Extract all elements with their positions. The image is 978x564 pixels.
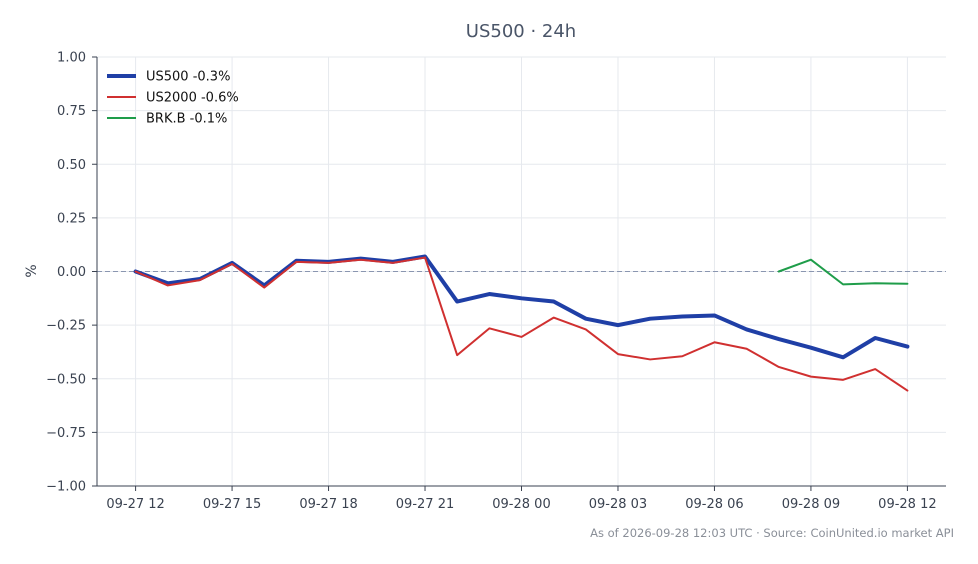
series-line-1 bbox=[134, 256, 909, 392]
legend-label-2: BRK.B -0.1% bbox=[146, 112, 227, 127]
legend-label-1: US2000 -0.6% bbox=[146, 91, 239, 106]
y-tick-label-2: 0.50 bbox=[57, 158, 86, 173]
x-tick-label-2: 09-27 18 bbox=[299, 497, 357, 512]
y-tick-label-0: 1.00 bbox=[57, 51, 86, 66]
y-axis-ticks: 1.00 0.75 0.50 0.25 0.00 −0.25 −0.50 −0.75 −1.00 bbox=[46, 51, 97, 495]
legend-label-0: US500 -0.3% bbox=[146, 70, 230, 85]
y-tick-label-8: −1.00 bbox=[46, 480, 86, 495]
y-tick-label-3: 0.25 bbox=[57, 211, 86, 226]
x-tick-label-0: 09-27 12 bbox=[106, 497, 164, 512]
x-tick-label-1: 09-27 15 bbox=[203, 497, 261, 512]
y-axis-label: % bbox=[24, 264, 40, 277]
legend: US500 -0.3% US2000 -0.6% BRK.B -0.1% bbox=[107, 70, 239, 127]
x-tick-label-5: 09-28 03 bbox=[589, 497, 647, 512]
series-line-2 bbox=[777, 258, 909, 286]
footer-source: As of 2026-09-28 12:03 UTC · Source: Coi… bbox=[590, 526, 954, 540]
y-tick-label-1: 0.75 bbox=[57, 104, 86, 119]
x-tick-label-6: 09-28 06 bbox=[685, 497, 743, 512]
series-lines bbox=[133, 254, 910, 392]
x-tick-label-4: 09-28 00 bbox=[492, 497, 550, 512]
x-axis-ticks: 09-27 12 09-27 15 09-27 18 09-27 21 09-28 00… bbox=[106, 486, 937, 512]
x-tick-label-7: 09-28 09 bbox=[782, 497, 840, 512]
x-tick-label-3: 09-27 21 bbox=[396, 497, 454, 512]
y-tick-label-5: −0.25 bbox=[46, 319, 86, 334]
y-tick-label-7: −0.75 bbox=[46, 426, 86, 441]
y-tick-label-4: 0.00 bbox=[57, 265, 86, 280]
y-tick-label-6: −0.50 bbox=[46, 372, 86, 387]
chart-title: US500 · 24h bbox=[466, 21, 576, 42]
series-line-0 bbox=[133, 254, 910, 360]
x-tick-label-8: 09-28 12 bbox=[878, 497, 936, 512]
